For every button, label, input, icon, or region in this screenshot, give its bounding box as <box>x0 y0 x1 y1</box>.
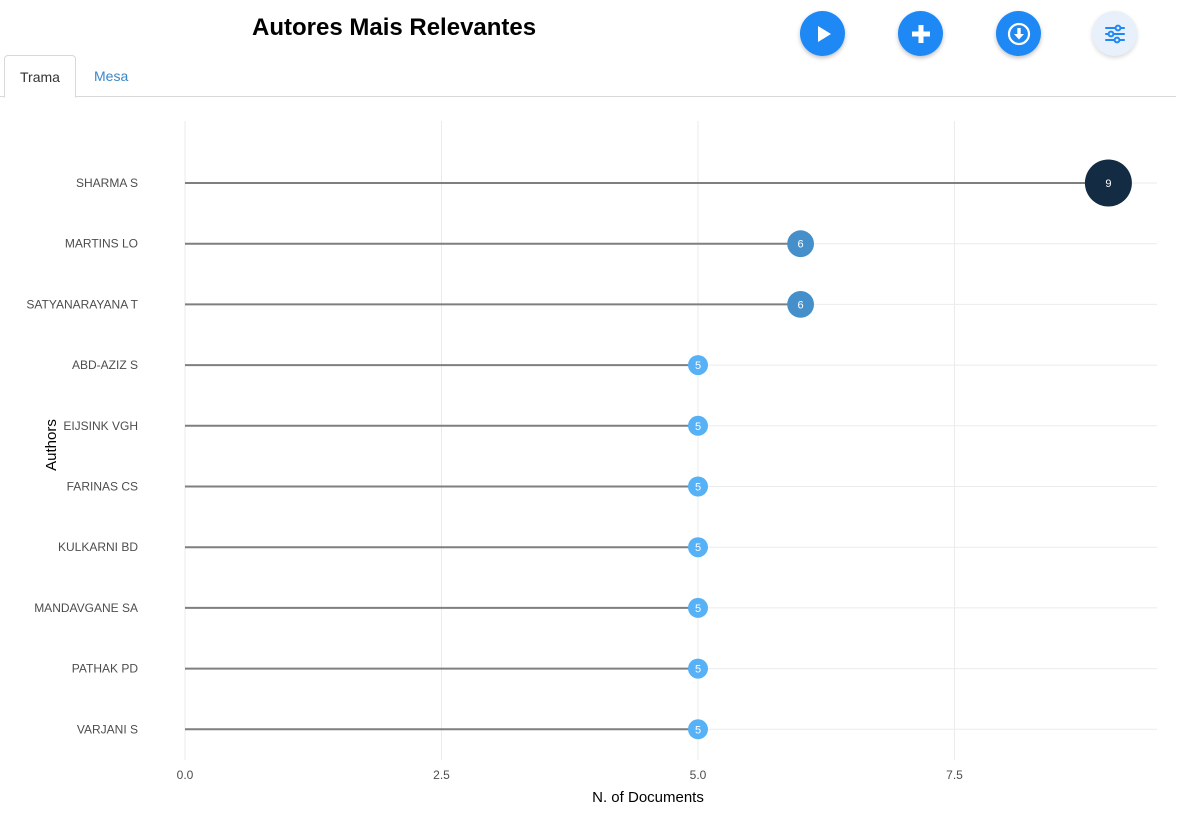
x-axis-title: N. of Documents <box>592 789 704 806</box>
play-icon <box>817 25 831 42</box>
data-label: 5 <box>695 542 701 554</box>
data-label: 5 <box>695 482 701 494</box>
page-title: Autores Mais Relevantes <box>252 14 537 41</box>
lollipop-dot[interactable] <box>787 230 814 258</box>
y-tick-label: MANDAVGANE SA <box>34 601 138 615</box>
lollipop-dot[interactable] <box>1084 159 1132 207</box>
play-button[interactable] <box>800 11 845 56</box>
y-tick-label: EIJSINK VGH <box>63 419 138 433</box>
data-label: 5 <box>695 603 701 615</box>
plus-icon <box>911 24 930 43</box>
tab-trama[interactable]: Trama <box>4 55 76 98</box>
y-tick-label: MARTINS LO <box>65 237 138 251</box>
sliders-icon <box>1104 24 1125 43</box>
lollipop-dot[interactable] <box>688 415 708 436</box>
add-button[interactable] <box>898 11 943 56</box>
data-label: 9 <box>1105 178 1111 190</box>
lollipop-dot[interactable] <box>688 537 708 558</box>
lollipop-dot[interactable] <box>688 476 708 497</box>
lollipop-dot[interactable] <box>787 291 814 318</box>
settings-button[interactable] <box>1092 11 1137 56</box>
y-axis-title: Authors <box>43 419 60 471</box>
data-label: 5 <box>695 421 701 433</box>
lollipop-dot[interactable] <box>688 597 708 618</box>
lollipop-dot[interactable] <box>688 658 708 679</box>
tab-mesa[interactable]: Mesa <box>94 68 129 84</box>
y-tick-label: ABD-AZIZ S <box>72 358 138 372</box>
lollipop-dot[interactable] <box>688 719 708 740</box>
x-tick-label: 0.0 <box>177 768 194 782</box>
download-button[interactable] <box>996 11 1041 56</box>
y-tick-label: KULKARNI BD <box>58 540 138 554</box>
data-label: 6 <box>798 239 804 251</box>
y-tick-label: PATHAK PD <box>72 662 139 676</box>
lollipop-dot[interactable] <box>688 355 708 376</box>
x-tick-label: 7.5 <box>946 768 963 782</box>
data-label: 5 <box>695 724 701 736</box>
x-tick-label: 5.0 <box>690 768 707 782</box>
y-tick-label: SATYANARAYANA T <box>26 297 138 311</box>
data-label: 5 <box>695 664 701 676</box>
y-tick-label: SHARMA S <box>76 176 138 190</box>
tab-bar: Trama Mesa <box>0 55 1176 98</box>
x-tick-label: 2.5 <box>433 768 450 782</box>
y-tick-label: VARJANI S <box>77 722 138 736</box>
data-label: 5 <box>695 360 701 372</box>
y-tick-label: FARINAS CS <box>67 480 138 494</box>
data-label: 6 <box>798 299 804 311</box>
download-icon <box>1007 22 1030 45</box>
